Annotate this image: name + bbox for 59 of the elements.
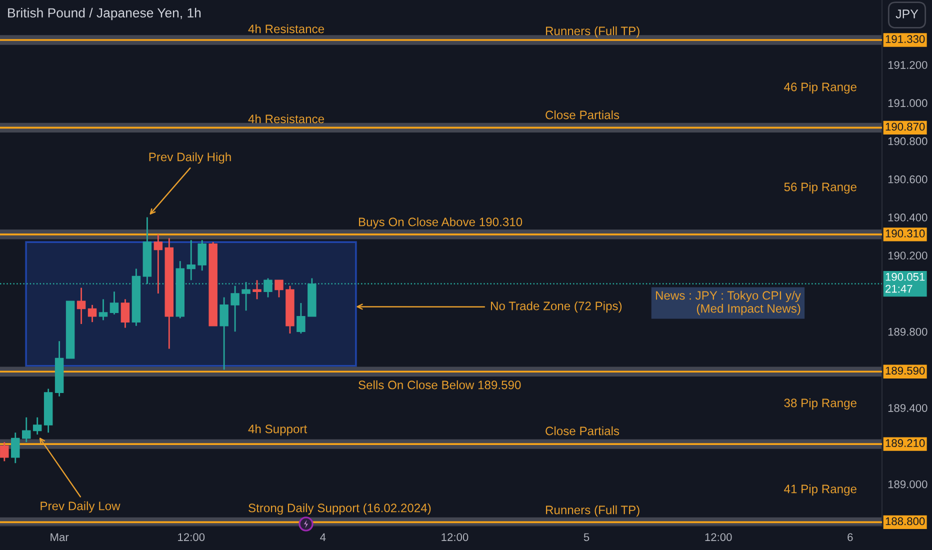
annotation: 4h Support <box>248 424 308 436</box>
annotation: 4h Resistance <box>248 114 324 124</box>
annotation: Close Partials <box>546 426 620 436</box>
ref-line-label: 188.800 <box>886 517 925 526</box>
y-tick-label: 189.800 <box>888 328 928 336</box>
candlestick <box>32 416 42 436</box>
annotation: 56 Pip Range <box>784 182 856 194</box>
candlestick <box>252 279 262 300</box>
y-tick-label: 190.800 <box>888 137 928 146</box>
y-tick-label: 190.400 <box>888 214 928 222</box>
x-tick-label: 4 <box>320 533 326 541</box>
y-tick-label: 191.200 <box>888 61 928 69</box>
x-tick-label: Mar <box>50 533 69 542</box>
ref-line-label: 189.210 <box>886 439 925 448</box>
candlestick <box>22 416 31 443</box>
candlestick <box>0 441 9 462</box>
ref-line-label: 189.590 <box>886 366 925 375</box>
annotation: 4h Resistance <box>248 24 324 34</box>
annotation: Sells On Close Below 189.590 <box>358 380 521 390</box>
y-tick-label: 189.400 <box>888 404 928 412</box>
annotation: Prev Daily High <box>149 152 231 164</box>
y-tick-label: 191.000 <box>888 99 928 108</box>
annotation: Prev Daily Low <box>40 501 120 513</box>
ref-line-label: 190.051 21:47 <box>886 272 925 293</box>
annotation: Buys On Close Above 190.310 <box>358 217 522 229</box>
annotation: Close Partials <box>546 110 620 120</box>
candlestick <box>274 279 284 298</box>
annotation: 46 Pip Range <box>784 82 856 94</box>
ref-line-label: 190.310 <box>886 230 925 238</box>
text: British Pound / Japanese Yen, 1h <box>8 8 201 20</box>
candlestick <box>88 304 97 323</box>
candlestick <box>98 298 108 321</box>
candlestick <box>120 298 130 328</box>
annotation: News : JPY : Tokyo CPI y/y (Med Impact News) <box>656 290 801 316</box>
annotation: 41 Pip Range <box>784 484 856 496</box>
candlestick <box>154 234 163 294</box>
y-axis-title: JPY <box>896 10 918 18</box>
candlestick <box>296 302 306 334</box>
x-tick-label: 12:00 <box>442 533 468 542</box>
x-tick-label: 12:00 <box>178 533 205 542</box>
candlestick <box>198 239 206 272</box>
annotation: Runners (Full TP) <box>546 26 640 38</box>
candlestick <box>110 290 119 316</box>
candlestick <box>186 239 196 281</box>
y-tick-label: 190.600 <box>888 175 928 184</box>
annotation: Strong Daily Support (16.02.2024) <box>248 503 431 515</box>
band-label: No Trade Zone (72 Pips) <box>490 301 622 313</box>
x-tick-label: 5 <box>584 533 590 542</box>
x-tick-label: 12:00 <box>705 533 732 542</box>
candlestick <box>76 287 86 325</box>
y-tick-label: 190.200 <box>888 252 928 260</box>
annotation: 38 Pip Range <box>784 398 856 410</box>
ref-line-label: 191.330 <box>886 35 925 44</box>
candlestick <box>11 432 20 464</box>
x-tick-label: 6 <box>848 533 853 542</box>
ref-line-label: 190.870 <box>886 122 925 131</box>
y-tick-label: 189.000 <box>888 480 928 488</box>
candlestick <box>220 296 228 370</box>
annotation: Runners (Full TP) <box>546 505 640 517</box>
